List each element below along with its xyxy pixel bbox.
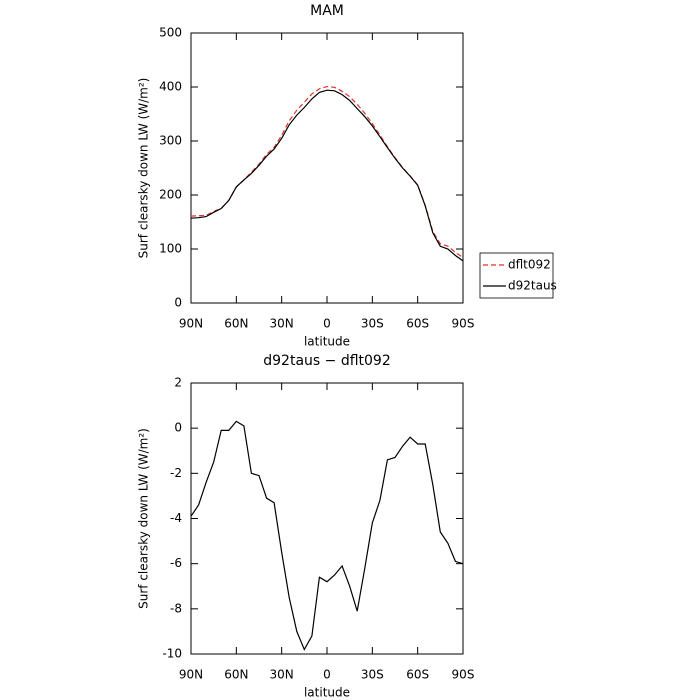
x-tick-label: 30N xyxy=(270,668,294,682)
x-tick-label: 0 xyxy=(323,317,331,331)
plot-frame xyxy=(190,382,464,655)
x-tick-label: 90N xyxy=(179,317,203,331)
x-tick-label: 90N xyxy=(179,668,203,682)
y-tick-label: -2 xyxy=(170,466,182,480)
x-tick-label: 30S xyxy=(361,668,384,682)
x-tick-label: 60N xyxy=(224,668,248,682)
y-tick-label: -4 xyxy=(170,511,182,525)
y-tick-label: -10 xyxy=(162,647,182,661)
legend-label: d92taus xyxy=(508,279,557,293)
x-tick-label: 0 xyxy=(323,668,331,682)
y-axis-label: Surf clearsky down LW (W/m²) xyxy=(137,78,151,259)
series-line xyxy=(190,420,464,651)
y-tick-label: 2 xyxy=(174,376,182,390)
x-axis-label: latitude xyxy=(304,335,350,349)
y-tick-label: 500 xyxy=(159,26,182,40)
chart-title: d92taus − dflt092 xyxy=(263,353,390,369)
series-line xyxy=(190,85,464,259)
y-tick-label: 400 xyxy=(159,80,182,94)
y-tick-label: 200 xyxy=(159,188,182,202)
plot-frame xyxy=(190,32,464,304)
x-tick-label: 30N xyxy=(270,317,294,331)
y-axis-label: Surf clearsky down LW (W/m²) xyxy=(137,428,151,609)
x-tick-label: 60S xyxy=(406,668,429,682)
y-tick-label: -6 xyxy=(170,556,182,570)
x-tick-label: 90S xyxy=(452,317,475,331)
x-tick-label: 60S xyxy=(406,317,429,331)
x-tick-label: 60N xyxy=(224,317,248,331)
x-axis-label: latitude xyxy=(304,686,350,700)
legend-box xyxy=(479,252,554,299)
y-tick-label: 300 xyxy=(159,134,182,148)
y-tick-label: -8 xyxy=(170,601,182,615)
legend-label: dflt092 xyxy=(508,258,551,272)
y-tick-label: 100 xyxy=(159,242,182,256)
y-tick-label: 0 xyxy=(174,296,182,310)
chart-title: MAM xyxy=(310,3,344,19)
x-tick-label: 90S xyxy=(452,668,475,682)
x-tick-label: 30S xyxy=(361,317,384,331)
series-line xyxy=(190,89,464,262)
y-tick-label: 0 xyxy=(174,421,182,435)
